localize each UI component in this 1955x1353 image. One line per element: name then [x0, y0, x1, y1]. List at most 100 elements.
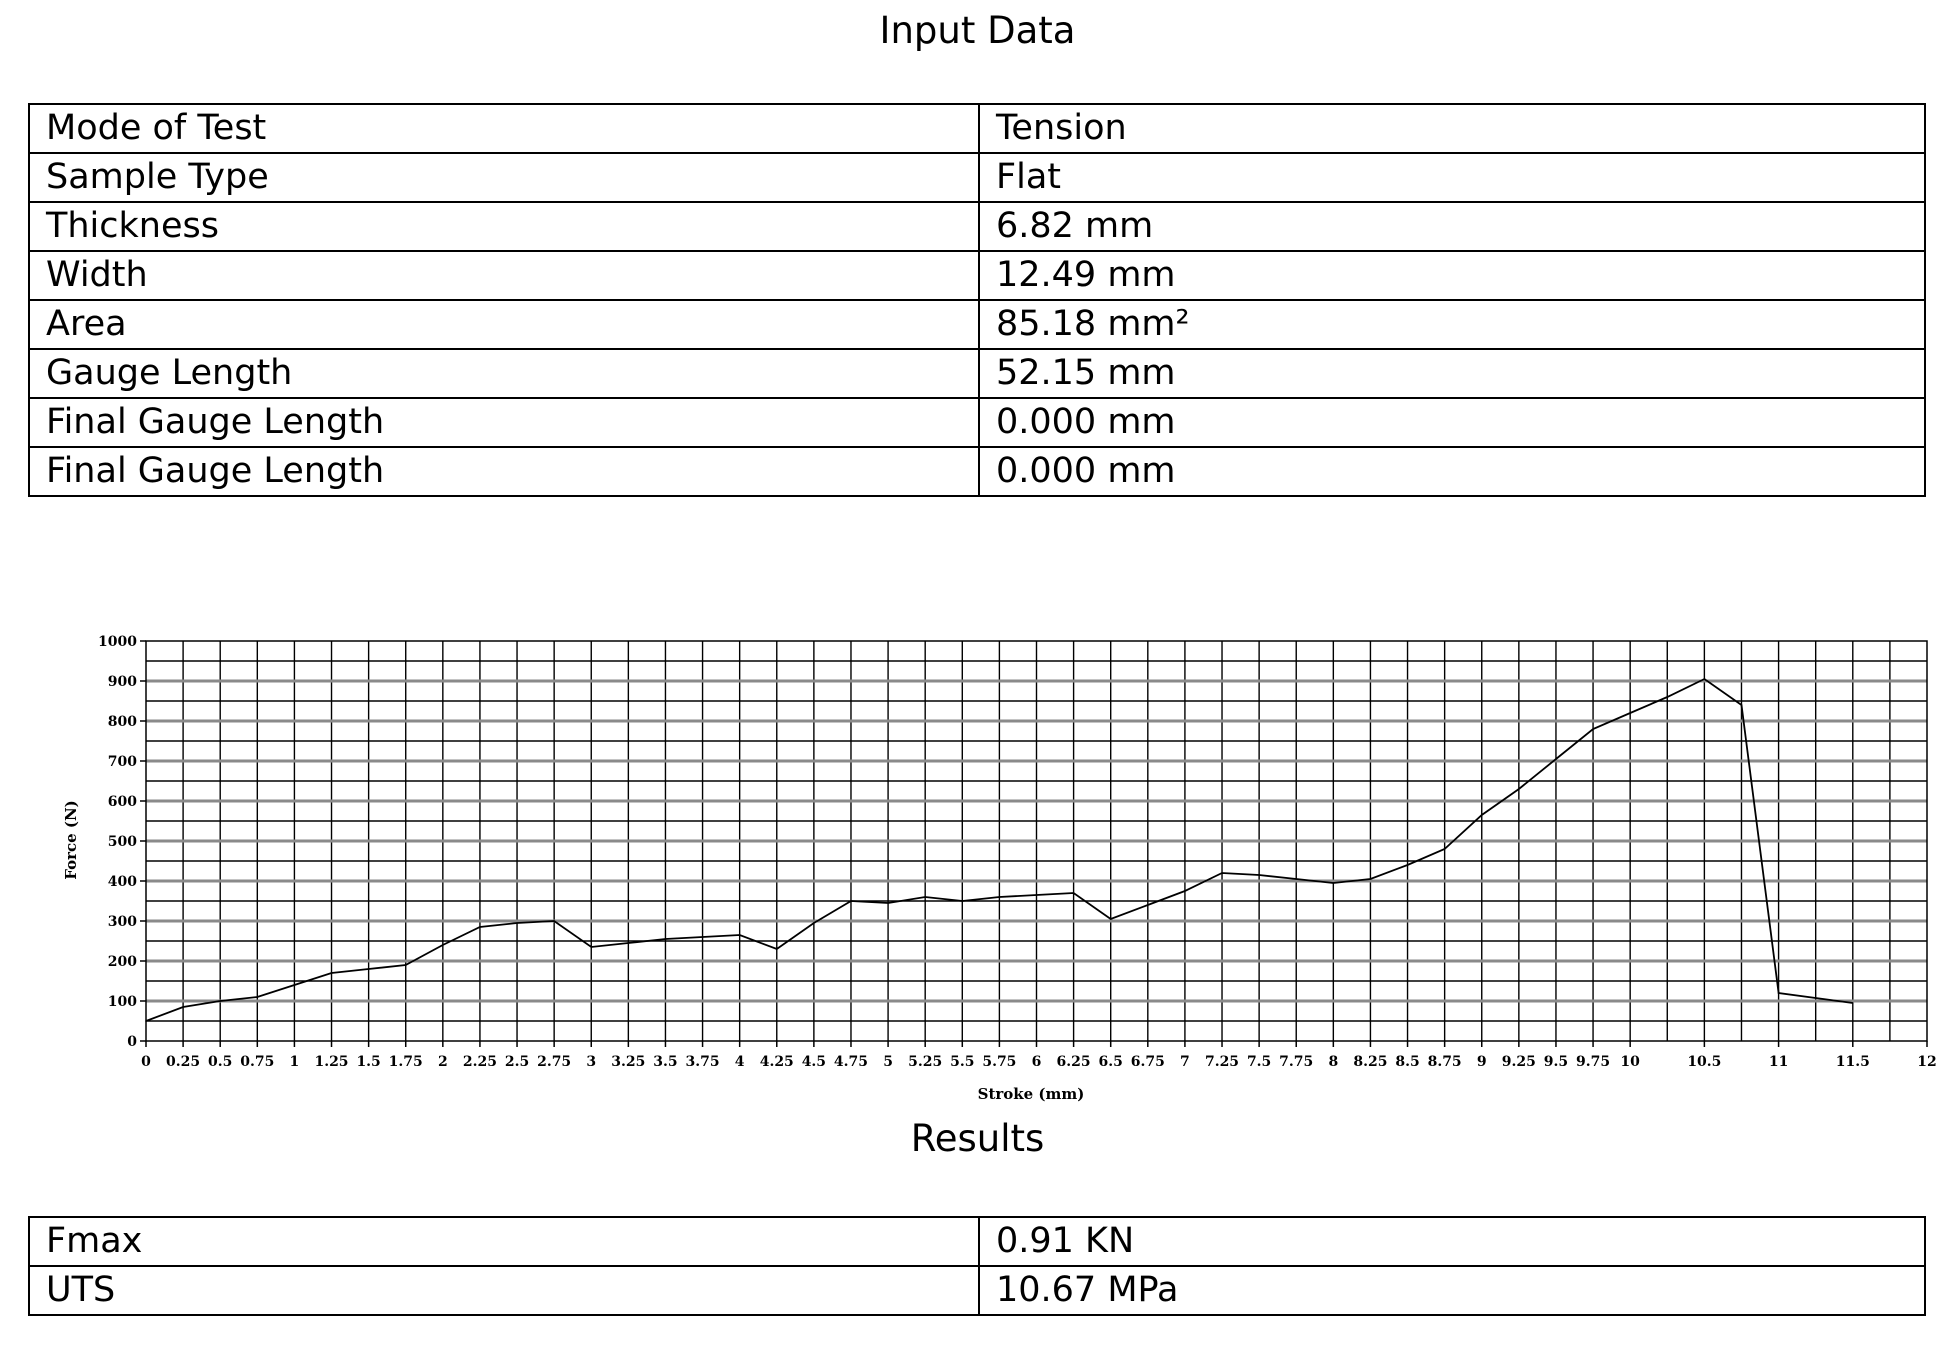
x-tick-labels: 0 0.25 0.5 0.75 1 1.25 1.5 1.75 2 2.25 2.5 2.75 3 3.2… [141, 1041, 1937, 1070]
x-tick-label: 12 [1917, 1054, 1936, 1070]
table-row: Gauge Length 52.15 mm [28, 348, 1926, 399]
data-point [256, 996, 259, 998]
chart-series [145, 677, 1854, 1022]
data-point [738, 934, 741, 936]
series-line [145, 677, 1853, 1022]
data-point [1109, 918, 1112, 920]
x-tick-label: 10 [1620, 1054, 1640, 1070]
row-label: Mode of Test [28, 103, 980, 154]
x-tick-label: 3.75 [686, 1054, 720, 1070]
y-tick-label: 0 [127, 1034, 137, 1050]
x-tick-label: 1.25 [314, 1054, 348, 1070]
data-point [145, 1020, 147, 1022]
y-axis-label: Force (N) [62, 800, 80, 880]
data-point [442, 944, 444, 946]
x-tick-label: 3 [586, 1054, 596, 1070]
data-point [775, 948, 778, 950]
x-tick-label: 11.5 [1836, 1054, 1870, 1070]
x-tick-label: 7 [1180, 1054, 1190, 1070]
x-tick-label: 9.5 [1544, 1054, 1568, 1070]
x-tick-label: 6.75 [1131, 1054, 1165, 1070]
x-tick-label: 2.5 [505, 1054, 529, 1070]
x-tick-label: 4 [735, 1054, 745, 1070]
x-tick-label: 2 [438, 1054, 448, 1070]
data-point [1666, 696, 1669, 698]
data-point [330, 972, 333, 974]
data-point [664, 938, 667, 940]
data-point [1592, 728, 1594, 730]
x-tick-label: 11 [1769, 1054, 1788, 1070]
data-point [590, 946, 593, 948]
table-row: Width 12.49 mm [28, 250, 1926, 301]
row-label: Thickness [28, 201, 980, 252]
chart-grid [146, 641, 1927, 1041]
row-label: Sample Type [28, 152, 980, 203]
data-point [293, 984, 296, 986]
row-label: Area [28, 299, 980, 350]
row-value: Flat [978, 152, 1926, 203]
row-value: 12.49 mm [978, 250, 1926, 301]
data-point [404, 964, 407, 966]
table-row: Fmax 0.91 KN [28, 1216, 1926, 1267]
data-point [924, 896, 926, 898]
data-point [1518, 788, 1520, 790]
x-tick-label: 5.5 [950, 1054, 974, 1070]
data-point [1629, 712, 1631, 714]
x-tick-label: 5 [883, 1054, 893, 1070]
x-tick-label: 4.75 [834, 1054, 868, 1070]
x-tick-label: 8.75 [1428, 1054, 1462, 1070]
x-tick-label: 9.75 [1576, 1054, 1610, 1070]
force-stroke-chart: 0 0.25 0.5 0.75 1 1.25 1.5 1.75 2 2.25 2.5 2.75 3 3.2… [62, 634, 1937, 1103]
data-point [1851, 1002, 1854, 1004]
x-tick-label: 5.75 [982, 1054, 1016, 1070]
x-tick-label: 6.25 [1057, 1054, 1091, 1070]
data-point [850, 900, 852, 902]
data-point [219, 1000, 222, 1002]
x-tick-label: 6 [1032, 1054, 1042, 1070]
y-tick-label: 300 [108, 914, 137, 930]
data-point [1369, 878, 1372, 880]
x-tick-label: 8.5 [1395, 1054, 1419, 1070]
input-data-title: Input Data [879, 9, 1076, 52]
row-value: 0.000 mm [978, 446, 1926, 497]
y-tick-label: 400 [108, 874, 137, 890]
data-point [813, 922, 815, 924]
data-point [516, 922, 518, 924]
data-point [1703, 678, 1706, 680]
x-tick-label: 4.25 [760, 1054, 794, 1070]
x-tick-label: 1.5 [356, 1054, 380, 1070]
x-tick-label: 8.25 [1353, 1054, 1387, 1070]
x-tick-label: 0.5 [208, 1054, 232, 1070]
data-point [1221, 872, 1223, 874]
row-label: Final Gauge Length [28, 397, 980, 448]
row-value: 0.000 mm [978, 397, 1926, 448]
table-row: Final Gauge Length 0.000 mm [28, 446, 1926, 497]
data-point [1555, 758, 1557, 760]
table-row: UTS 10.67 MPa [28, 1265, 1926, 1316]
y-tick-label: 600 [108, 794, 137, 810]
data-point [701, 936, 704, 938]
x-tick-label: 10.5 [1687, 1054, 1721, 1070]
data-point [887, 902, 889, 904]
x-tick-label: 4.5 [802, 1054, 826, 1070]
data-point [1035, 894, 1038, 896]
x-tick-label: 2.25 [463, 1054, 497, 1070]
data-point [1740, 704, 1743, 706]
table-row: Sample Type Flat [28, 152, 1926, 203]
x-tick-label: 0.75 [240, 1054, 274, 1070]
data-point [1072, 892, 1075, 894]
y-tick-label: 900 [108, 674, 137, 690]
data-point [1258, 874, 1260, 876]
data-point [182, 1006, 184, 1008]
table-row: Thickness 6.82 mm [28, 201, 1926, 252]
x-tick-label: 3.5 [653, 1054, 677, 1070]
y-tick-label: 800 [108, 714, 137, 730]
y-tick-label: 500 [108, 834, 137, 850]
results-title: Results [910, 1117, 1045, 1160]
y-tick-label: 1000 [98, 634, 137, 650]
y-tick-label: 700 [108, 754, 137, 770]
data-point [1332, 882, 1335, 884]
data-point [1443, 848, 1446, 850]
row-value: 6.82 mm [978, 201, 1926, 252]
data-point [1777, 992, 1780, 994]
